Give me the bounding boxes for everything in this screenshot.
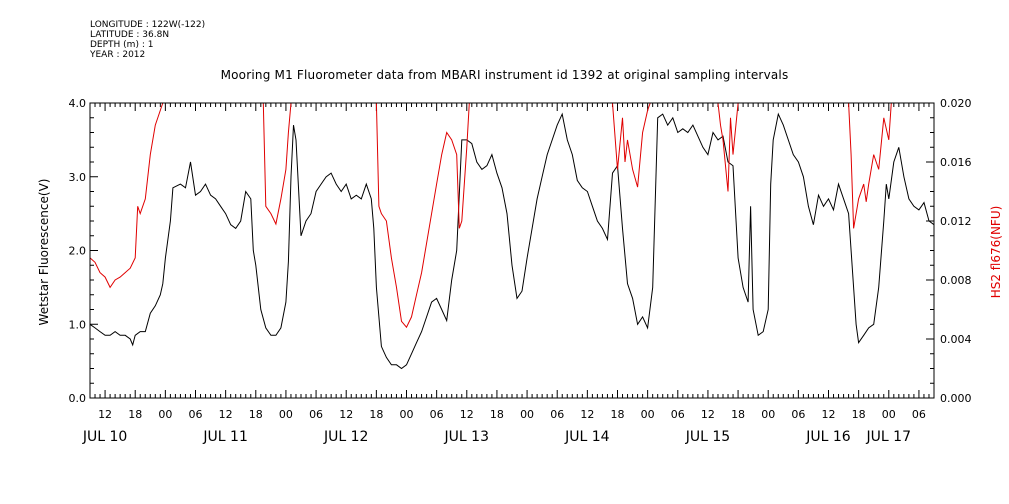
- series-line-wetstar: [89, 112, 935, 370]
- x-date-label: JUL 12: [323, 429, 368, 445]
- x-tick-label: 12: [339, 408, 353, 421]
- x-tick-label: 18: [249, 408, 263, 421]
- x-tick-label: 00: [400, 408, 414, 421]
- x-date-label: JUL 15: [685, 429, 730, 445]
- tick-marks: [89, 102, 935, 399]
- series-line-hs2: [89, 102, 164, 289]
- x-date-label: JUL 10: [82, 429, 127, 445]
- y-axis-label: Wetstar Fluorescence(V): [37, 179, 51, 326]
- x-tick-label: 18: [611, 408, 625, 421]
- x-tick-label: 06: [791, 408, 805, 421]
- x-date-label: JUL 14: [564, 429, 610, 445]
- meta-longitude: LONGITUDE : 122W(-122): [90, 20, 206, 30]
- y-tick-label: 1.0: [69, 318, 87, 331]
- x-tick-label: 12: [701, 408, 715, 421]
- x-date-label: JUL 17: [866, 429, 911, 445]
- meta-year: YEAR : 2012: [90, 50, 146, 60]
- x-tick-label: 18: [731, 408, 745, 421]
- x-tick-label: 12: [460, 408, 474, 421]
- x-tick-label: 00: [279, 408, 293, 421]
- x-date-label: JUL 16: [805, 429, 851, 445]
- x-tick-label: 00: [882, 408, 896, 421]
- x-tick-label: 00: [520, 408, 534, 421]
- chart-title: Mooring M1 Fluorometer data from MBARI i…: [220, 68, 789, 82]
- x-tick-label: 12: [219, 408, 233, 421]
- series-line-hs2: [717, 102, 739, 192]
- x-tick-label: 00: [641, 408, 655, 421]
- plot-frame: [89, 102, 935, 399]
- series-line-hs2: [612, 102, 651, 188]
- meta-depth: DEPTH (m) : 1: [90, 40, 154, 50]
- series-line-hs2: [262, 102, 292, 226]
- y2-tick-label: 0.012: [940, 215, 972, 228]
- x-tick-label: 00: [158, 408, 172, 421]
- x-tick-label: 06: [309, 408, 323, 421]
- x-tick-label: 12: [822, 408, 836, 421]
- x-tick-label: 18: [369, 408, 383, 421]
- x-tick-label: 00: [761, 408, 775, 421]
- y-tick-label: 4.0: [69, 97, 87, 110]
- x-tick-label: 18: [490, 408, 504, 421]
- series-line-hs2: [375, 102, 470, 329]
- y-tick-label: 2.0: [69, 245, 87, 258]
- x-date-label: JUL 11: [202, 429, 247, 445]
- x-tick-label: 12: [580, 408, 594, 421]
- y2-tick-label: 0.000: [940, 392, 972, 405]
- y2-tick-label: 0.016: [940, 156, 972, 169]
- y-tick-label: 0.0: [69, 392, 87, 405]
- x-tick-label: 12: [98, 408, 112, 421]
- y-tick-label: 3.0: [69, 171, 87, 184]
- axis-labels: 12 18 00 06 12 18 00 06 12 18 00 06 12 18 00 06 12 18 00 06…: [69, 97, 972, 445]
- x-tick-label: 06: [550, 408, 564, 421]
- y2-tick-label: 0.020: [940, 97, 972, 110]
- x-tick-label: 06: [671, 408, 685, 421]
- x-tick-label: 18: [128, 408, 142, 421]
- y2-axis-label: HS2 fl676(NFU): [989, 206, 1003, 299]
- x-tick-label: 06: [189, 408, 203, 421]
- x-date-label: JUL 13: [444, 429, 489, 445]
- x-tick-label: 06: [912, 408, 926, 421]
- series-line-hs2: [848, 102, 892, 229]
- metadata-block: LONGITUDE : 122W(-122) LATITUDE : 36.8N …: [90, 20, 205, 60]
- series-lines: [89, 102, 935, 370]
- x-tick-label: 18: [852, 408, 866, 421]
- meta-latitude: LATITUDE : 36.8N: [90, 30, 170, 40]
- y2-tick-label: 0.008: [940, 274, 972, 287]
- x-tick-label: 06: [430, 408, 444, 421]
- y2-tick-label: 0.004: [940, 333, 972, 346]
